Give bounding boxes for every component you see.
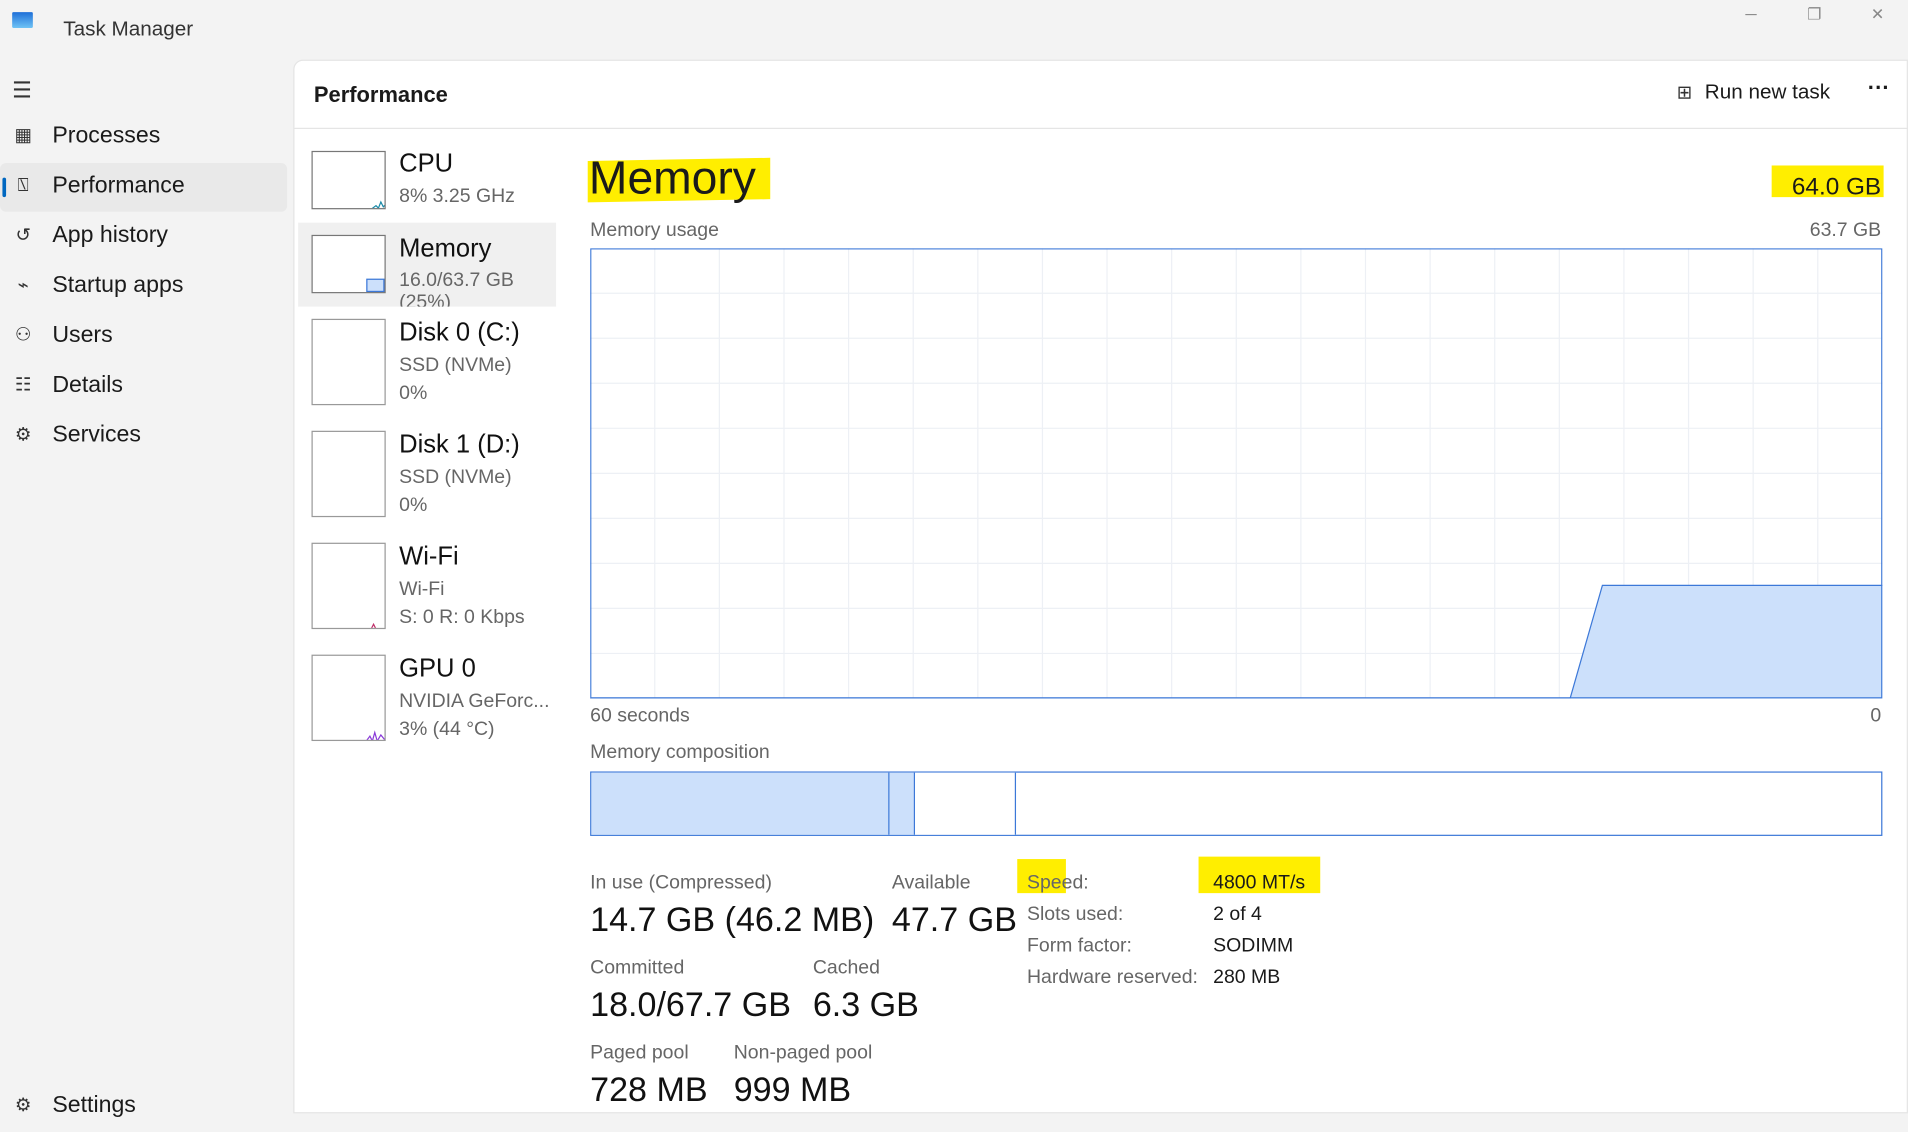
in-use-label: In use (Compressed): [590, 872, 772, 894]
users-icon: ⚇: [14, 324, 32, 346]
hardware-reserved-label: Hardware reserved:: [1026, 967, 1198, 989]
sidebar-item-startup-apps[interactable]: ⌁ Startup apps: [0, 263, 287, 312]
available-label: Available: [891, 872, 971, 894]
device-memory[interactable]: Memory 16.0/63.7 GB (25%): [298, 222, 557, 307]
time-axis-left: 60 seconds: [590, 705, 690, 727]
hardware-reserved-value: 280 MB: [1213, 967, 1281, 989]
device-disk-1[interactable]: Disk 1 (D:) SSD (NVMe) 0%: [298, 419, 556, 531]
memory-total: 64.0 GB: [1791, 174, 1882, 201]
memory-composition-label: Memory composition: [590, 742, 770, 763]
slots-used-value: 2 of 4: [1213, 904, 1262, 925]
device-cpu[interactable]: CPU 8% 3.25 GHz: [298, 139, 556, 222]
composition-standby[interactable]: [915, 772, 1017, 835]
device-wifi[interactable]: Wi-Fi Wi-Fi S: 0 R: 0 Kbps: [298, 531, 556, 643]
available-value: 47.7 GB: [891, 900, 1017, 939]
memory-thumbnail: [311, 234, 386, 294]
form-factor-label: Form factor:: [1026, 935, 1132, 957]
sidebar-item-settings[interactable]: ⚙ Settings: [0, 1083, 287, 1132]
details-icon: ☷: [14, 374, 32, 396]
usage-area: [590, 585, 1883, 699]
non-paged-pool-label: Non-paged pool: [733, 1042, 873, 1064]
run-task-icon: ⊞: [1676, 82, 1693, 104]
more-options-button[interactable]: ···: [1867, 75, 1890, 100]
settings-icon: ⚙: [14, 1095, 32, 1116]
restore-button[interactable]: ❐: [1807, 4, 1822, 24]
memory-usage-label: Memory usage: [590, 220, 719, 241]
app-history-icon: ↺: [15, 225, 31, 246]
services-icon: ⚙: [14, 424, 32, 446]
slots-used-label: Slots used:: [1026, 904, 1124, 925]
memory-usage-max: 63.7 GB: [1809, 220, 1882, 241]
committed-value: 18.0/67.7 GB: [590, 985, 791, 1024]
non-paged-pool-value: 999 MB: [733, 1070, 852, 1109]
cached-value: 6.3 GB: [812, 985, 919, 1024]
form-factor-value: SODIMM: [1213, 935, 1294, 957]
hamburger-menu-icon[interactable]: ☰: [12, 77, 32, 103]
sidebar-item-services[interactable]: ⚙ Services: [0, 412, 287, 461]
run-new-task-button[interactable]: ⊞ Run new task: [1677, 80, 1830, 109]
composition-modified[interactable]: [889, 772, 916, 835]
device-disk-0[interactable]: Disk 0 (C:) SSD (NVMe) 0%: [298, 307, 556, 419]
paged-pool-value: 728 MB: [590, 1070, 708, 1109]
cpu-thumbnail: [311, 150, 386, 210]
disk1-thumbnail: [311, 430, 386, 518]
speed-label: Speed:: [1026, 872, 1089, 894]
sidebar-item-processes[interactable]: ▦ Processes: [0, 113, 287, 162]
paged-pool-label: Paged pool: [590, 1042, 689, 1064]
close-button[interactable]: ✕: [1870, 4, 1885, 24]
page-title: Performance: [313, 82, 448, 108]
performance-icon: ⍂: [17, 175, 29, 196]
speed-value: 4800 MT/s: [1213, 872, 1306, 894]
startup-apps-icon: ⌁: [17, 274, 29, 296]
window-title: Task Manager: [63, 17, 194, 41]
in-use-value: 14.7 GB (46.2 MB): [590, 900, 875, 939]
run-new-task-label: Run new task: [1704, 80, 1831, 104]
total-highlight: [1771, 165, 1884, 198]
sidebar-item-performance[interactable]: ⍂ Performance: [0, 163, 288, 212]
header-divider: [294, 127, 1908, 129]
minimize-button[interactable]: ─: [1745, 4, 1757, 24]
speed-highlight: [1017, 859, 1066, 894]
speed-value-highlight: [1198, 856, 1321, 894]
graph-border: [590, 248, 1883, 699]
memory-title: Memory: [588, 153, 756, 205]
composition-in-use[interactable]: [591, 772, 890, 835]
device-gpu-0[interactable]: GPU 0 NVIDIA GeForc... 3% (44 °C): [298, 642, 556, 754]
committed-label: Committed: [590, 957, 685, 979]
time-axis-right: 0: [1870, 705, 1882, 727]
sidebar-item-app-history[interactable]: ↺ App history: [0, 213, 287, 262]
cached-label: Cached: [812, 957, 880, 979]
gpu-thumbnail: [311, 654, 386, 742]
processes-icon: ▦: [14, 125, 32, 147]
disk0-thumbnail: [311, 318, 386, 406]
memory-usage-graph: [590, 248, 1883, 699]
sidebar-item-users[interactable]: ⚇ Users: [0, 313, 287, 362]
wifi-thumbnail: [311, 542, 386, 630]
sidebar-item-details[interactable]: ☷ Details: [0, 363, 287, 412]
app-icon: [12, 12, 33, 28]
memory-composition-bar: [590, 771, 1883, 836]
